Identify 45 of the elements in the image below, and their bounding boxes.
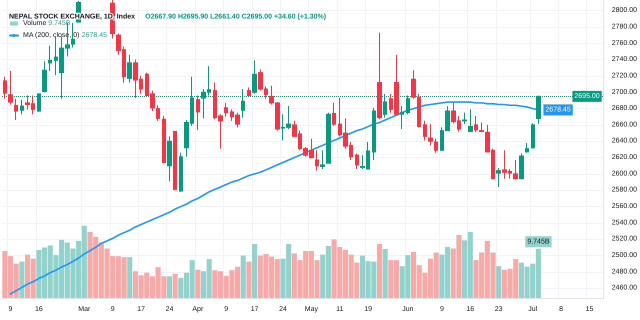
candlestick (127, 54, 132, 83)
candlestick (179, 152, 183, 192)
candlestick (332, 102, 336, 126)
candlestick (8, 70, 13, 106)
candlestick (513, 160, 518, 180)
bar (376, 244, 382, 298)
bar (246, 262, 252, 298)
candlestick (355, 152, 359, 170)
candlestick (42, 60, 47, 93)
bar (195, 270, 200, 298)
bar (496, 266, 502, 298)
candlestick (3, 76, 7, 100)
bar (166, 276, 172, 298)
candlestick (48, 45, 52, 72)
candlestick (496, 168, 501, 188)
candlestick (377, 32, 382, 120)
candlestick (428, 124, 433, 146)
candlestick (252, 60, 257, 94)
candlestick (20, 99, 24, 115)
candlestick (326, 112, 331, 164)
candlestick (400, 106, 404, 130)
bar (127, 257, 132, 298)
candlestick (519, 152, 524, 180)
candlestick (224, 102, 228, 118)
candlestick (531, 122, 535, 150)
bar (240, 256, 246, 298)
bar (172, 274, 178, 298)
candlestick (14, 98, 18, 121)
candlestick (372, 107, 376, 161)
candlestick (196, 95, 200, 130)
candlestick (462, 112, 467, 125)
bar (19, 262, 24, 298)
bar (382, 249, 388, 298)
candlestick (173, 130, 177, 191)
candlestick (423, 120, 427, 141)
candlestick (525, 142, 529, 154)
candlestick (71, 22, 75, 48)
candlestick (167, 136, 172, 182)
candlestick (247, 86, 251, 96)
candlestick (162, 115, 166, 164)
bar (252, 244, 258, 298)
candlestick (320, 150, 325, 170)
candlestick (315, 150, 319, 172)
candlestick (434, 138, 438, 154)
candlestick (468, 108, 473, 132)
